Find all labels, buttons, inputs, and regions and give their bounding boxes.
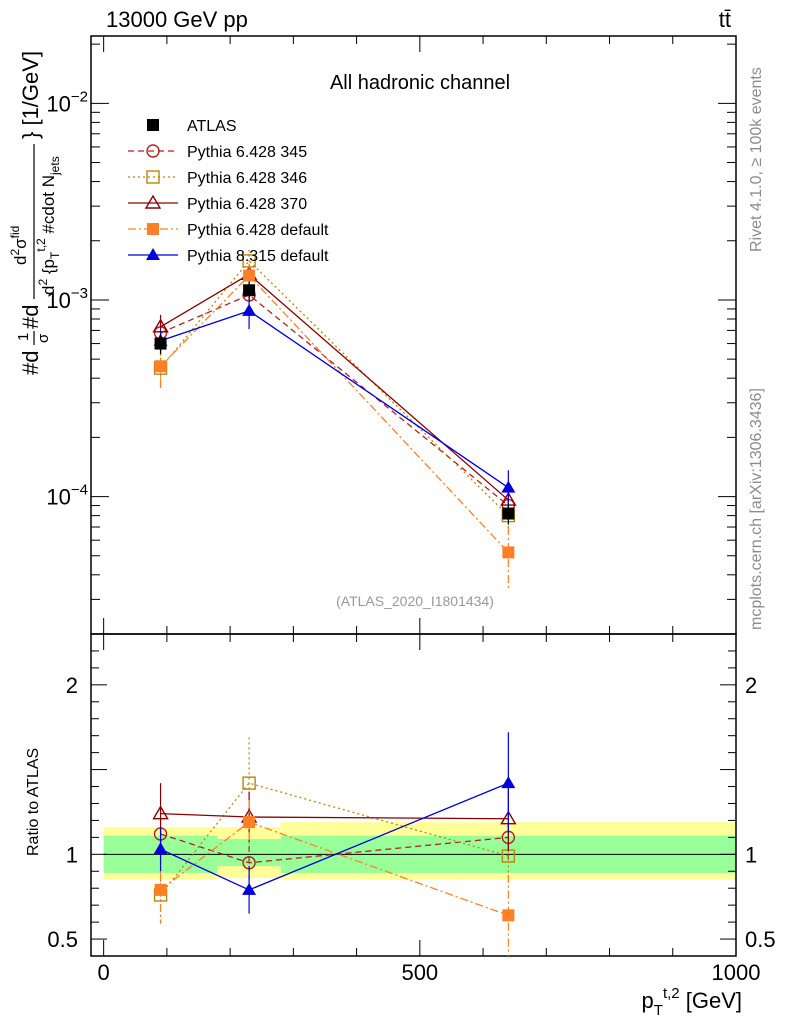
- xlabel-sup: t,2: [663, 985, 680, 1002]
- series-0-point-1: [243, 284, 256, 297]
- ylabel-frac2-den-sub2: jets: [48, 156, 62, 176]
- ratio-series: [152, 732, 517, 956]
- ylabel-frac2-num-sup: 2: [8, 249, 22, 256]
- series-4-ratio-point-0: [154, 883, 167, 896]
- series-4-point-0: [154, 360, 167, 373]
- chart-title: All hadronic channel: [330, 72, 510, 94]
- y-tick-label-2: 10−4: [46, 482, 88, 510]
- series-5-point-1: [242, 303, 257, 316]
- legend-label-2: Pythia 6.428 346: [187, 170, 307, 187]
- legend-marker-2: [146, 170, 160, 184]
- ylabel-frac1-num: 1: [15, 333, 32, 341]
- legend-label-4: Pythia 6.428 default: [187, 222, 329, 239]
- legend: ATLAS Pythia 6.428 345 Pythia 6.428 346 Pyt…: [128, 118, 329, 265]
- legend-label-0: ATLAS: [187, 118, 237, 135]
- ratio-tick-label-left-2: 0.5: [47, 927, 78, 952]
- series-1-line: [160, 294, 509, 507]
- series-5-ratio-point-2: [501, 776, 516, 789]
- ratio-tick-label-right-0: 2: [745, 673, 757, 698]
- y-axis-title: #d 1 σ #d d2σfid d2 {pTt,2 #cdot Njets }…: [8, 51, 62, 375]
- series-4-point-1: [243, 269, 256, 282]
- y-tick-label-1: 10−3: [46, 285, 88, 313]
- series-4-ratio-point-2: [502, 909, 515, 922]
- ratio-tick-label-right-2: 0.5: [745, 927, 776, 952]
- ylabel-hash-d-1: #d: [18, 351, 43, 375]
- legend-marker-3: [144, 194, 162, 209]
- ylabel-hash-d-2: #d: [18, 305, 43, 329]
- ylabel-frac2-den: d: [39, 286, 58, 295]
- y-tick-label-0: 10−2: [46, 88, 88, 116]
- series-4-ratio-point-1: [243, 816, 256, 829]
- side-label-rivet: Rivet 4.1.0, ≥ 100k events: [748, 67, 765, 252]
- series-0-point-2: [502, 507, 515, 520]
- side-label-mcplots: mcplots.cern.ch [arXiv:1306.3436]: [748, 388, 765, 630]
- uncertainty-bands: [103, 822, 736, 880]
- axes: 0 500 1000 10−2 10−3 10−4 2 2 1 1 0.5 0.5: [46, 35, 776, 985]
- ratio-tick-label-left-0: 2: [66, 673, 78, 698]
- ylabel-frac2-den-sup: 2: [36, 279, 50, 286]
- legend-label-3: Pythia 6.428 370: [187, 196, 307, 213]
- legend-marker-0: [147, 119, 159, 131]
- main-series: [152, 249, 517, 589]
- x-tick-label-2: 1000: [712, 960, 761, 985]
- legend-marker-4: [147, 223, 159, 235]
- xlabel-main: p: [642, 988, 654, 1013]
- ratio-tick-label-left-1: 1: [66, 842, 78, 867]
- ylabel-frac2-den-tail: #cdot N: [39, 175, 58, 238]
- series-3-ratio-line: [160, 812, 509, 820]
- svg-text:#d: #d: [18, 351, 43, 375]
- ratio-frame: [90, 633, 737, 957]
- series-4-point-2: [502, 546, 515, 559]
- series-3-ratio-point-0: [152, 805, 169, 820]
- series-2-line: [160, 259, 509, 517]
- ylabel-frac2-den-sup2: t,2: [34, 238, 48, 252]
- ylabel-frac2-den-sub: T: [48, 251, 62, 259]
- series-5-point-2: [501, 480, 516, 493]
- series-3-line: [160, 273, 509, 501]
- svg-text:d2 {pTt,2 #cdot Njets: d2 {pTt,2 #cdot Njets: [34, 156, 62, 295]
- ratio-tick-label-right-1: 1: [745, 842, 757, 867]
- x-tick-label-0: 0: [98, 960, 110, 985]
- top-right-label: tt̄: [719, 7, 731, 32]
- series-4-line: [160, 274, 509, 553]
- ylabel-frac1-den: σ: [35, 333, 52, 343]
- series-5-line: [160, 310, 509, 489]
- xlabel-sub: T: [654, 1002, 663, 1019]
- series-5-ratio-point-0: [153, 842, 168, 855]
- xlabel-unit: [GeV]: [680, 988, 742, 1013]
- legend-label-1: Pythia 6.428 345: [187, 144, 307, 161]
- x-axis-label: pTt,2 [GeV]: [642, 985, 742, 1019]
- legend-marker-1: [146, 144, 160, 158]
- ylabel-frac2-num-sigma-sup: fid: [8, 226, 22, 239]
- ylabel-frac2-num-sigma: σ: [11, 238, 30, 249]
- ylabel-frac2-num: d: [11, 256, 30, 265]
- x-tick-label-1: 500: [401, 960, 438, 985]
- ylabel-close: } [1/GeV]: [18, 51, 43, 139]
- ylabel-frac2-den-rest: {p: [39, 259, 58, 279]
- legend-marker-5: [146, 248, 160, 260]
- ratio-y-label: Ratio to ATLAS: [25, 748, 42, 856]
- top-left-label: 13000 GeV pp: [106, 7, 248, 32]
- series-2-ratio-point-1: [242, 776, 256, 790]
- series-0-point-0: [154, 337, 167, 350]
- series-4-ratio-line: [160, 821, 509, 916]
- legend-label-5: Pythia 8.315 default: [187, 248, 329, 265]
- watermark: (ATLAS_2020_I1801434): [336, 593, 494, 609]
- series-1-ratio-line: [160, 833, 509, 864]
- series-5-ratio-point-1: [242, 882, 257, 895]
- svg-text:d2σfid: d2σfid: [8, 226, 30, 265]
